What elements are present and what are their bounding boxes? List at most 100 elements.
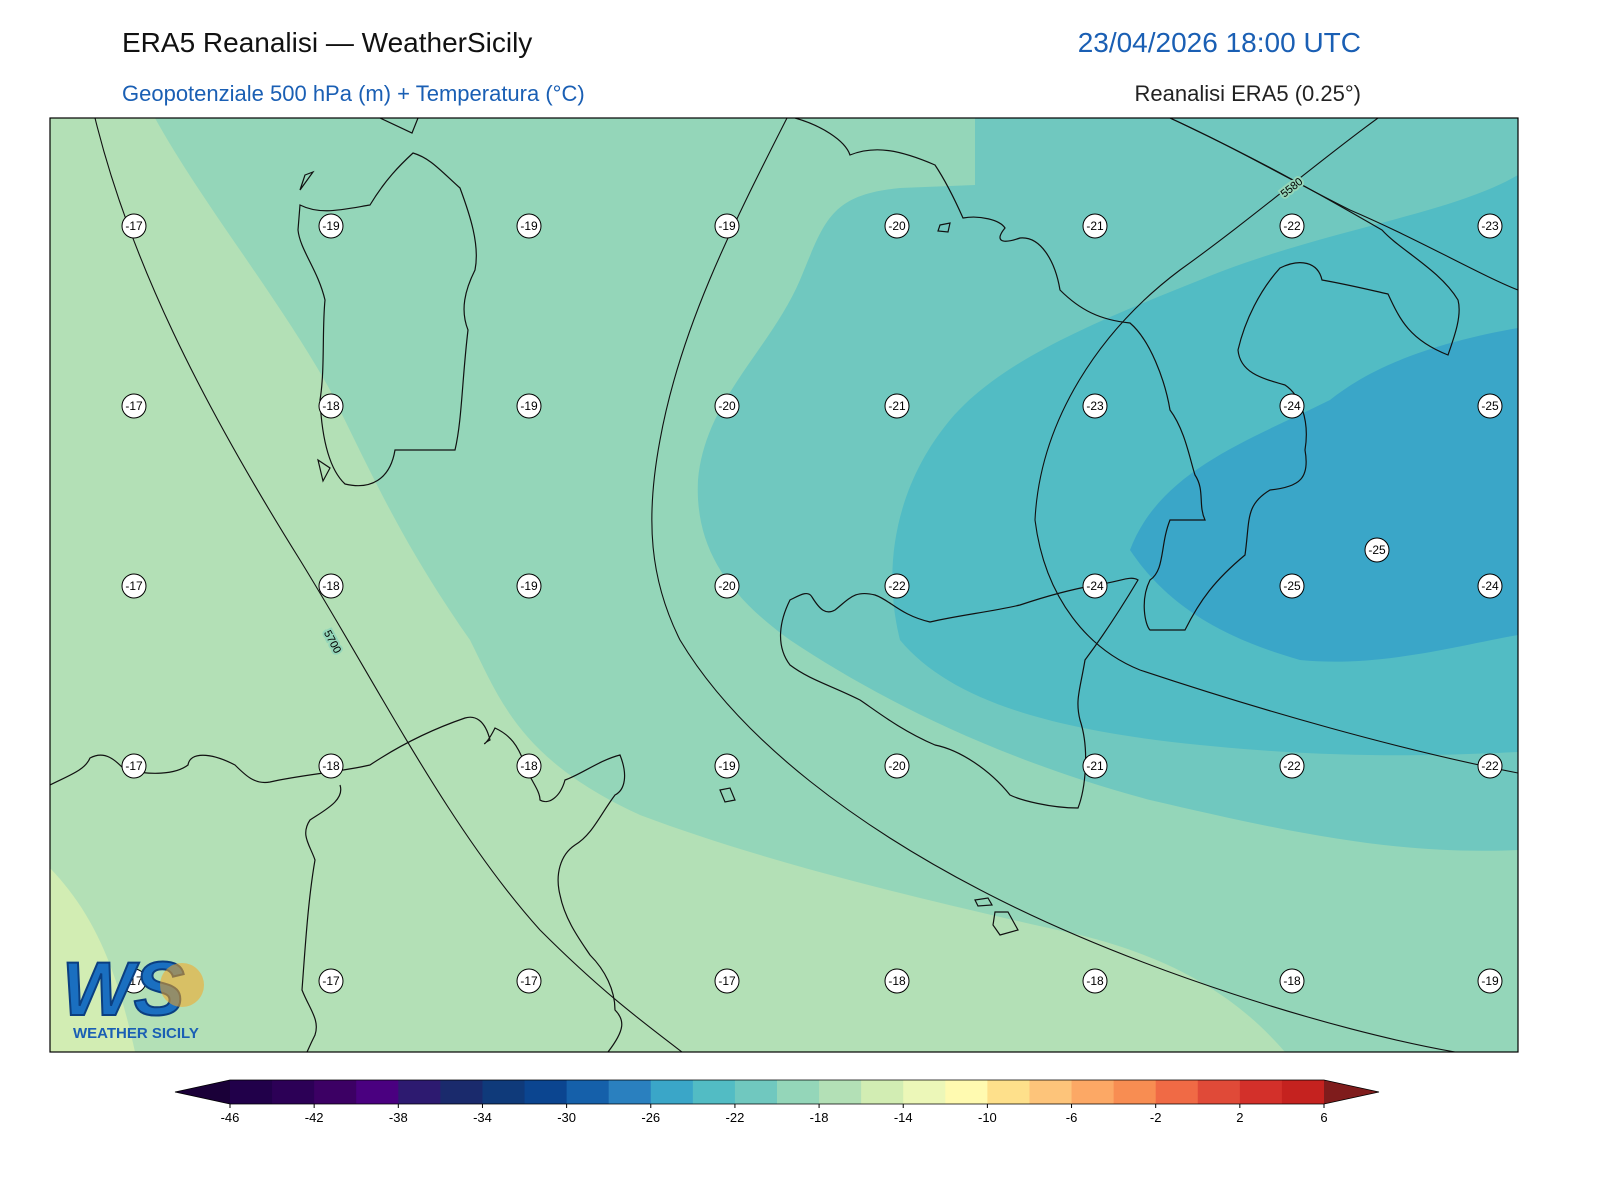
temperature-label: -18: [520, 759, 538, 773]
station-marker: [714, 213, 740, 239]
station-marker: [516, 573, 542, 599]
logo: WS WEATHER SICILY: [61, 946, 204, 1042]
colorbar-tick-label: -38: [389, 1110, 408, 1125]
station-marker: [318, 573, 344, 599]
station-marker: [1477, 573, 1503, 599]
colorbar-segment: [734, 1080, 778, 1104]
station-marker: [884, 213, 910, 239]
temperature-label: -20: [718, 579, 736, 593]
temperature-label: -19: [520, 219, 538, 233]
temperature-label: -17: [718, 974, 736, 988]
temperature-label: -19: [1481, 974, 1499, 988]
station-marker: [1279, 573, 1305, 599]
temperature-label: -17: [125, 759, 143, 773]
field: [50, 118, 1285, 1052]
colorbar-segment: [819, 1080, 862, 1104]
colorbar-tick-label: 2: [1236, 1110, 1243, 1125]
station-marker: [1279, 393, 1305, 419]
temperature-label: -18: [1086, 974, 1104, 988]
temperature-label: -19: [322, 219, 340, 233]
temperature-label: -25: [1481, 399, 1499, 413]
colorbar: -46 -42 -38 -34 -30 -26 -22 -18 -14 -10 -6 -2 2 6: [174, 1079, 1380, 1125]
temperature-label: -19: [520, 579, 538, 593]
station-marker: [884, 753, 910, 779]
station-marker: [1279, 213, 1305, 239]
contours: [94, 118, 1518, 1052]
temperature-label: -23: [1481, 219, 1499, 233]
colorbar-segment: [692, 1080, 736, 1104]
station-marker: [714, 753, 740, 779]
logo-text: WEATHER SICILY: [73, 1025, 199, 1042]
temperature-label: -18: [322, 399, 340, 413]
temperature-label: -17: [322, 974, 340, 988]
colorbar-segment: [1029, 1080, 1073, 1104]
colorbar-segment: [314, 1080, 357, 1104]
colorbar-segment: [440, 1080, 483, 1104]
colorbar-tick-label: 6: [1320, 1110, 1327, 1125]
colorbar-segment: [1071, 1080, 1115, 1104]
temperature-label: -25: [1283, 579, 1301, 593]
colorbar-segment: [566, 1080, 610, 1104]
station-marker: [121, 393, 147, 419]
station-marker: [714, 393, 740, 419]
station-marker: [516, 968, 542, 994]
station-marker: [1477, 968, 1503, 994]
station-marker: [516, 393, 542, 419]
colorbar-segment: [1155, 1080, 1199, 1104]
colorbar-segment: [650, 1080, 694, 1104]
temperature-label: -18: [888, 974, 906, 988]
colorbar-tick-label: -2: [1150, 1110, 1162, 1125]
station-marker: [318, 213, 344, 239]
temperature-label: -24: [1481, 579, 1499, 593]
station-marker: [516, 753, 542, 779]
temperature-label: -21: [1086, 219, 1104, 233]
station-marker: [884, 968, 910, 994]
station-marker: [318, 968, 344, 994]
temperature-label: -18: [322, 759, 340, 773]
station-marker: [516, 213, 542, 239]
temperature-label: -19: [718, 219, 736, 233]
station-marker: [1364, 537, 1390, 563]
colorbar-segment: [987, 1080, 1030, 1104]
colorbar-extend-low: [175, 1080, 230, 1104]
station-marker: [1082, 393, 1108, 419]
map-frame: [49, 117, 1519, 1053]
temperature-label: -19: [520, 399, 538, 413]
colorbar-segment: [945, 1080, 988, 1104]
temperature-label: -17: [125, 974, 143, 988]
temperature-label: -18: [322, 579, 340, 593]
station-marker: [884, 573, 910, 599]
station-marker: [1082, 213, 1108, 239]
colorbar-segment: [230, 1080, 273, 1104]
temperature-label: -23: [1086, 399, 1104, 413]
station-marker: [1477, 393, 1503, 419]
temperature-label: -22: [1283, 219, 1301, 233]
colorbar-tick-label: -14: [894, 1110, 913, 1125]
logo-sun: [160, 963, 204, 1007]
temperature-label: -24: [1283, 399, 1301, 413]
station-marker: [1477, 213, 1503, 239]
colorbar-tick-label: -10: [978, 1110, 997, 1125]
temperature-label: -17: [125, 399, 143, 413]
colorbar-tick-label: -46: [221, 1110, 240, 1125]
subtitle: Geopotenziale 500 hPa (m) + Temperatura …: [122, 81, 585, 106]
colorbar-segment: [272, 1080, 315, 1104]
colorbar-tick-label: -34: [473, 1110, 492, 1125]
temperature-label: -21: [1086, 759, 1104, 773]
temperature-label: -17: [520, 974, 538, 988]
datetime: 23/04/2026 18:00 UTC: [1078, 27, 1361, 58]
source: Reanalisi ERA5 (0.25°): [1135, 81, 1361, 106]
station-marker: [884, 393, 910, 419]
colorbar-segment: [356, 1080, 399, 1104]
coastlines: [50, 118, 1460, 1052]
temperature-label: -21: [888, 399, 906, 413]
colorbar-tick-label: -26: [641, 1110, 660, 1125]
colorbar-segment: [608, 1080, 652, 1104]
station-marker: [318, 753, 344, 779]
colorbar-segment: [903, 1080, 946, 1104]
colorbar-segment: [1113, 1080, 1157, 1104]
colorbar-tick-label: -42: [305, 1110, 324, 1125]
station-marker: [1477, 753, 1503, 779]
colorbar-segment: [1197, 1080, 1241, 1104]
